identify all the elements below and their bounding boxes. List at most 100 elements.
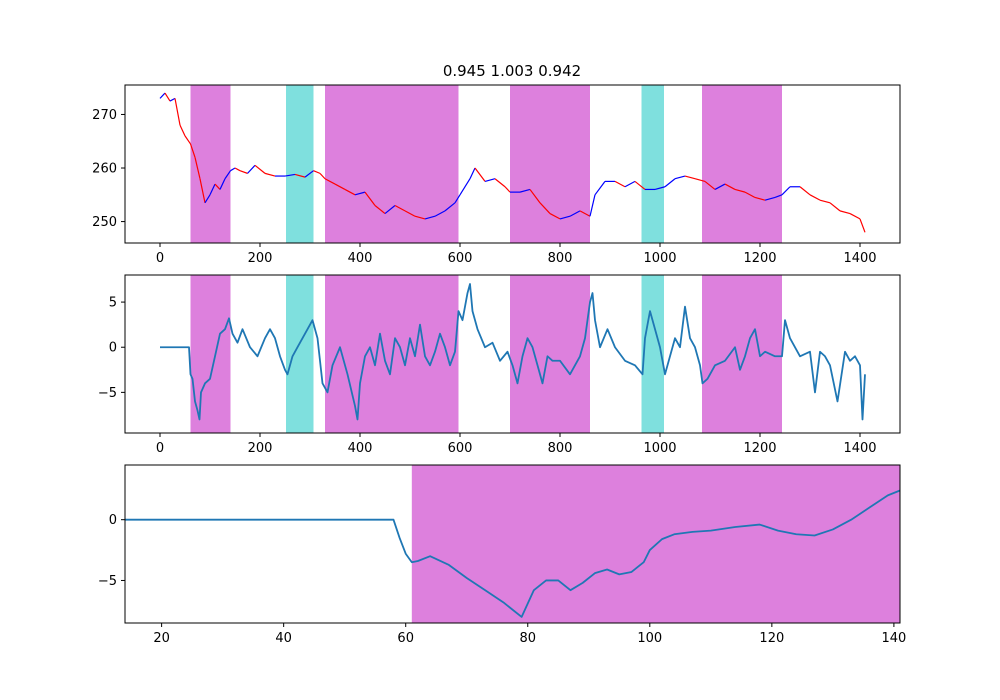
- price-segment: [839, 210, 851, 215]
- price-segment: [774, 194, 783, 199]
- y-tick-label: 250: [92, 215, 117, 230]
- price-segment: [319, 172, 326, 180]
- highlight-region-magenta: [702, 85, 782, 243]
- price-segment: [744, 191, 756, 199]
- price-segment: [224, 170, 231, 180]
- price-segment: [734, 188, 746, 193]
- price-segment: [304, 170, 314, 178]
- price-segment: [474, 167, 486, 182]
- price-segment: [159, 92, 166, 99]
- price-segment: [434, 210, 446, 217]
- price-segment: [684, 175, 696, 180]
- price-segment: [529, 189, 541, 204]
- price-segment: [549, 213, 561, 220]
- price-segment: [294, 173, 306, 178]
- plot-area: [125, 465, 900, 623]
- price-segment: [459, 178, 471, 196]
- price-segment: [230, 167, 236, 172]
- x-tick-label: 800: [548, 441, 573, 456]
- price-segment: [334, 183, 346, 190]
- price-segment: [674, 175, 686, 180]
- price-segment: [799, 186, 811, 196]
- figure-title: 0.945 1.003 0.942: [443, 62, 581, 80]
- price-segment: [204, 194, 211, 204]
- price-segment: [849, 213, 861, 220]
- price-segment: [809, 194, 821, 201]
- x-tick-label: 1200: [743, 441, 776, 456]
- axes-frame: [124, 274, 901, 434]
- x-tick-label: 0: [156, 251, 164, 266]
- price-segment: [634, 180, 646, 190]
- x-tick-label: 80: [519, 631, 536, 646]
- x-tick-label: 600: [448, 441, 473, 456]
- x-tick-label: 1400: [843, 441, 876, 456]
- highlight-region-cyan: [641, 85, 664, 243]
- x-tick-label: 600: [448, 251, 473, 266]
- series-line: [125, 489, 900, 618]
- x-tick-label: 200: [248, 251, 273, 266]
- x-tick-label: 0: [156, 441, 164, 456]
- x-tick-label: 140: [881, 631, 906, 646]
- price-segment: [859, 218, 866, 233]
- price-segment: [247, 164, 256, 174]
- price-segment: [704, 180, 716, 190]
- price-segment: [284, 173, 296, 177]
- price-segment: [559, 215, 571, 220]
- x-tick-label: 1000: [643, 441, 676, 456]
- price-segment: [239, 170, 248, 174]
- price-segment: [714, 183, 726, 190]
- price-segment: [414, 215, 426, 220]
- highlight-region-magenta: [510, 275, 590, 433]
- price-segment: [254, 164, 266, 174]
- price-segment: [174, 98, 181, 126]
- price-segment: [594, 181, 606, 196]
- bottom-zoom-panel: 20 40 60 80 100 120 140 −5 0: [98, 464, 906, 646]
- price-segment: [539, 202, 551, 214]
- x-tick-label: 1400: [843, 251, 876, 266]
- highlight-region-cyan: [286, 85, 314, 243]
- x-tick-label: 400: [348, 441, 373, 456]
- price-segment: [214, 183, 221, 190]
- price-segment: [504, 186, 511, 193]
- x-tick-label: 800: [548, 251, 573, 266]
- axes-frame: [124, 84, 901, 244]
- plot-area: [160, 275, 866, 433]
- highlight-region-magenta: [510, 85, 590, 243]
- x-tick-label: 60: [397, 631, 414, 646]
- price-segment: [194, 157, 201, 179]
- price-segment: [344, 188, 356, 196]
- price-segment: [164, 92, 171, 102]
- price-segment: [589, 194, 596, 217]
- top-price-panel: 0 200 400 600 800 1000 1200 1400 250 260 270: [92, 84, 901, 266]
- highlight-region-magenta: [325, 85, 459, 243]
- price-segment: [454, 194, 461, 204]
- price-segment: [614, 180, 626, 188]
- y-tick-label: 270: [92, 108, 117, 123]
- price-segment: [724, 183, 736, 190]
- plot-area: [159, 85, 866, 243]
- price-segment: [579, 210, 591, 217]
- price-segment: [184, 135, 191, 145]
- y-tick-label: 260: [92, 162, 117, 177]
- price-segment: [519, 188, 531, 193]
- highlight-region-cyan: [641, 275, 664, 433]
- x-tick-label: 120: [759, 631, 784, 646]
- price-segment: [664, 178, 676, 188]
- price-segment: [404, 210, 416, 217]
- middle-indicator-panel: 0 200 400 600 800 1000 1200 1400 −5 0 5: [98, 274, 901, 456]
- y-tick-label: 0: [109, 341, 117, 356]
- price-segment: [199, 178, 206, 203]
- price-segment: [494, 178, 506, 188]
- x-tick-label: 200: [248, 441, 273, 456]
- price-segment: [264, 172, 276, 177]
- price-segment: [444, 202, 456, 212]
- price-segment: [764, 196, 776, 201]
- price-segment: [364, 191, 376, 206]
- price-segment: [374, 205, 386, 215]
- price-segment: [189, 143, 196, 158]
- y-tick-label: −5: [98, 386, 117, 401]
- x-tick-label: 400: [348, 251, 373, 266]
- price-segment: [209, 183, 216, 196]
- price-segment: [234, 167, 241, 172]
